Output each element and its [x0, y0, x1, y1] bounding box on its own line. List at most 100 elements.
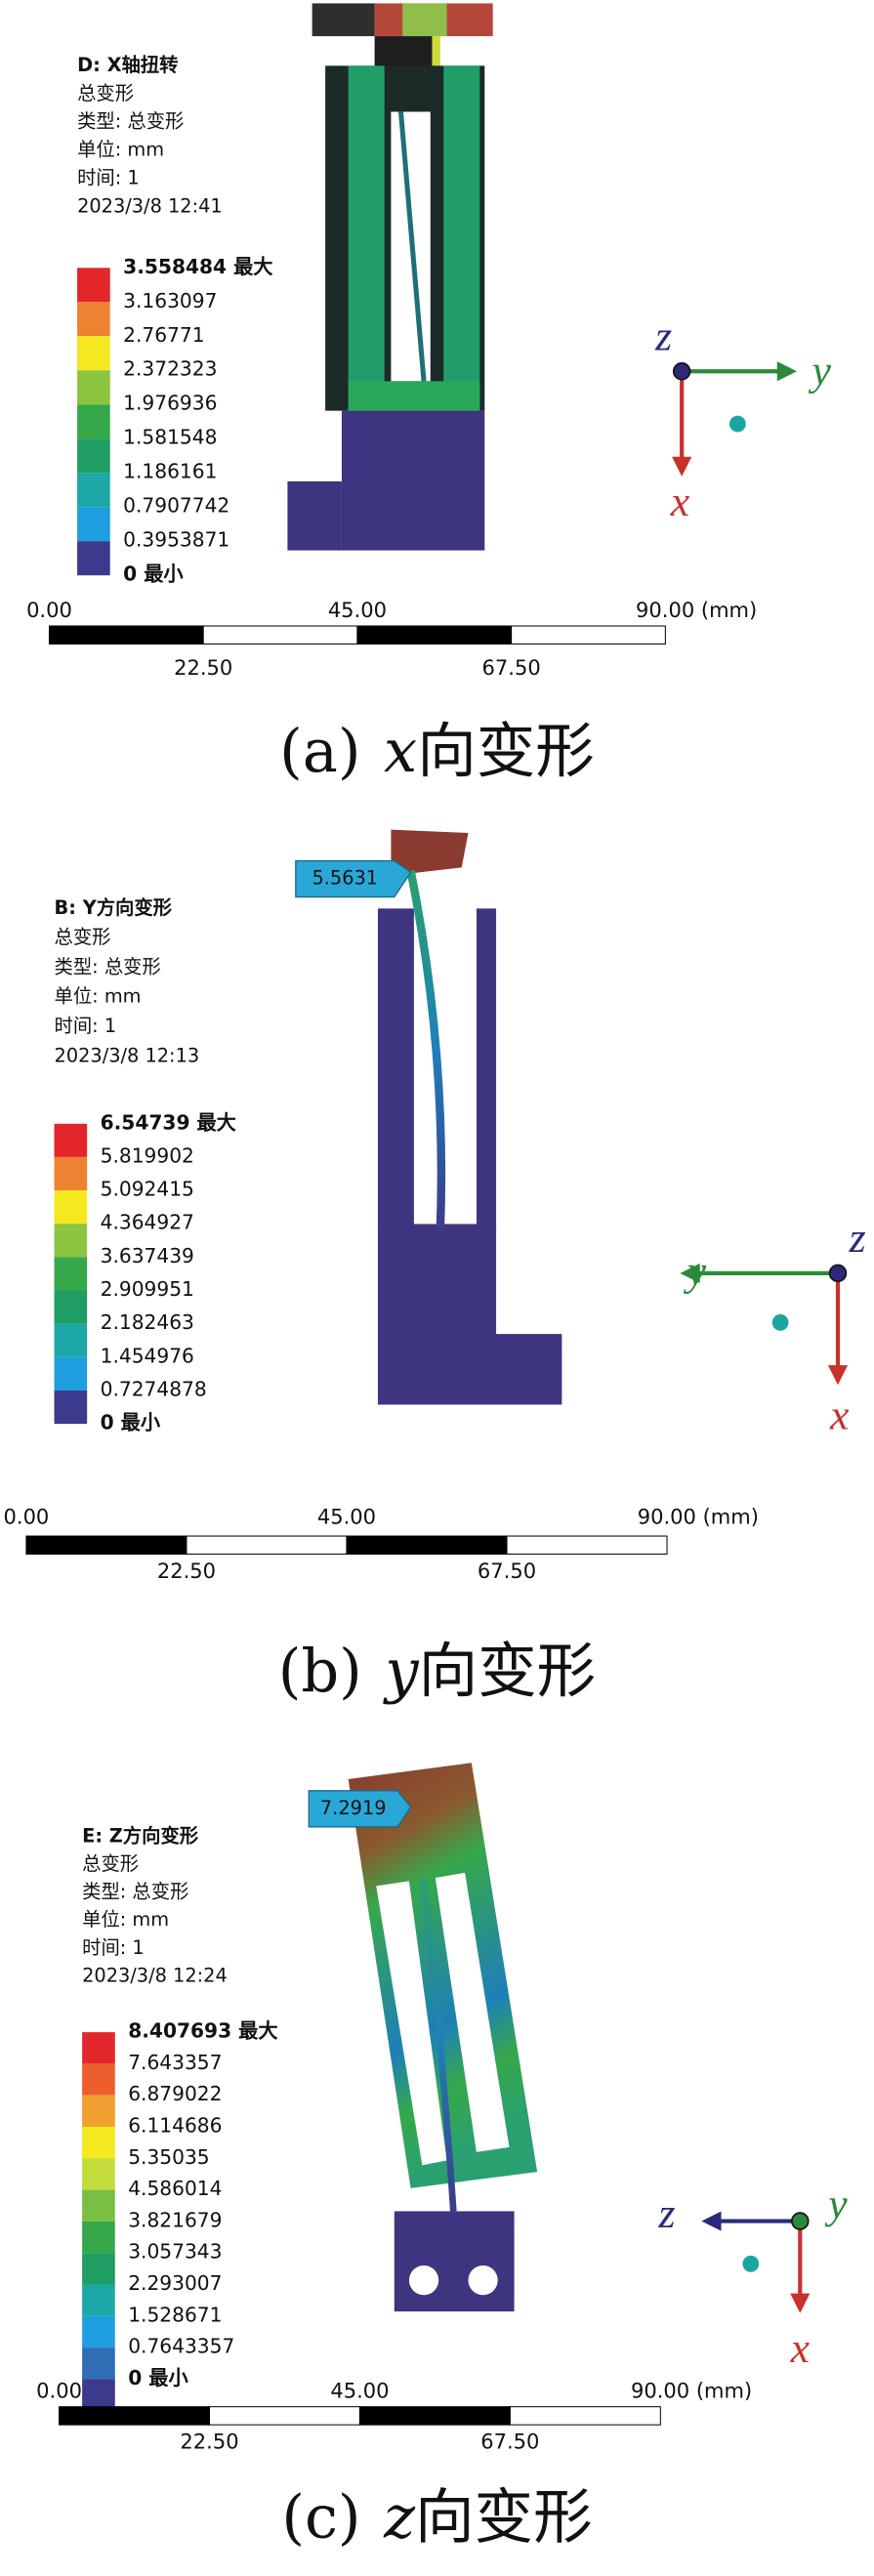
legend-swatch	[82, 2253, 115, 2285]
legend-label: 0.7643357	[128, 2335, 234, 2358]
model-a	[287, 3, 493, 551]
legend-label: 3.637439	[101, 1244, 194, 1267]
legend-label: 4.364927	[101, 1211, 194, 1234]
model-part	[406, 869, 446, 1229]
caption-label: (c)	[281, 2483, 360, 2552]
triad-label: z	[654, 312, 672, 359]
model-part	[435, 1872, 510, 2152]
legend-label: 0 最小	[123, 562, 184, 586]
triad-sphere	[771, 1313, 789, 1331]
scale-label: 0.00	[26, 598, 72, 622]
scale-segment	[509, 2406, 661, 2426]
probe-box	[308, 1790, 412, 1828]
triad-arrowhead	[672, 456, 692, 477]
legend-swatch	[54, 1190, 88, 1225]
triad-label: x	[670, 478, 690, 525]
legend-swatch	[77, 507, 110, 542]
legend-label: 0.3953871	[123, 528, 229, 552]
probe-label: 5.5631	[312, 867, 378, 890]
legend-label: 1.581548	[123, 426, 217, 449]
scale-label: 45.00	[328, 598, 387, 622]
legend-label: 2.909951	[101, 1277, 194, 1301]
scale-segment	[346, 1535, 508, 1556]
scale-label: 22.50	[174, 655, 232, 680]
scale-label: 67.50	[482, 655, 541, 680]
triad-origin	[672, 362, 691, 381]
triad-label: y	[824, 2181, 848, 2227]
scale-label: 45.00	[317, 1505, 376, 1529]
legend-swatch	[77, 541, 110, 576]
legend-label: 2.372323	[123, 357, 217, 381]
scale-label: 90.00 (mm)	[631, 2379, 752, 2403]
legend-label: 5.819902	[101, 1143, 194, 1167]
legend-swatch	[82, 2032, 115, 2064]
legend-label: 0 最小	[128, 2366, 188, 2389]
legend-swatch	[82, 2063, 115, 2096]
model-part	[348, 65, 385, 411]
scale-segment	[356, 625, 513, 645]
legend-label: 1.976936	[123, 392, 217, 415]
legend-swatch	[82, 2315, 115, 2348]
caption-axis: z	[383, 2483, 416, 2552]
model-part	[312, 3, 375, 37]
legend-swatch	[77, 473, 110, 508]
scale-segment	[59, 2406, 211, 2426]
scale-label: 22.50	[157, 1558, 216, 1583]
model-part	[341, 410, 485, 551]
info-line: 2023/3/8 12:24	[82, 1964, 228, 1986]
probe-label: 7.2919	[320, 1797, 387, 1819]
legend-swatch	[54, 1356, 88, 1391]
legend-label: 3.558484 最大	[123, 255, 272, 278]
caption-label: (a)	[279, 717, 360, 785]
legend-label: 6.114686	[128, 2113, 222, 2137]
triad-label: z	[849, 1215, 866, 1262]
legend-label: 8.407693 最大	[128, 2019, 277, 2043]
legend-label: 7.643357	[128, 2051, 222, 2074]
legend-swatch	[54, 1123, 88, 1157]
scale-segment	[511, 625, 666, 645]
scale-segment	[48, 625, 204, 645]
legend-label: 6.54739 最大	[101, 1110, 236, 1134]
triad-label: y	[684, 1248, 707, 1295]
info-line: 类型: 总变形	[82, 1881, 188, 1903]
triad-sphere	[728, 415, 746, 433]
legend-label: 0 最小	[101, 1411, 161, 1434]
legend-label: 2.182463	[101, 1310, 194, 1334]
info-line: 类型: 总变形	[77, 110, 184, 133]
panel-title: E: Z方向变形	[82, 1824, 199, 1847]
triad-arrowhead	[680, 1263, 700, 1283]
scale-label: 0.00	[4, 1505, 50, 1529]
scale-segment	[25, 1535, 187, 1556]
model-part	[377, 908, 414, 1229]
scale-label: 45.00	[330, 2379, 389, 2403]
scale-segment	[202, 625, 358, 645]
model-c	[308, 1763, 538, 2312]
caption: (a) x向变形	[279, 717, 595, 785]
scale-segment	[506, 1535, 668, 1556]
model-part	[443, 65, 480, 411]
model-part	[408, 2264, 439, 2296]
legend-swatch	[82, 2347, 115, 2380]
info-line: 单位: mm	[55, 985, 142, 1008]
triad-arrowhead	[701, 2211, 722, 2231]
model-part	[419, 1875, 457, 2212]
legend-swatch	[82, 2158, 115, 2190]
caption-text: 向变形	[419, 1638, 597, 1706]
model-b	[295, 829, 562, 1405]
info-line: 总变形	[77, 82, 134, 104]
model-part	[492, 1334, 562, 1405]
model-part	[468, 2264, 498, 2296]
info-line: 单位: mm	[82, 1908, 169, 1931]
caption-text: 向变形	[417, 717, 595, 785]
model-part	[394, 2211, 515, 2312]
model-part	[376, 1881, 447, 2166]
scale-label: 67.50	[480, 2430, 539, 2454]
legend-swatch	[77, 404, 110, 439]
legend-swatch	[77, 370, 110, 405]
legend-label: 5.35035	[128, 2145, 209, 2169]
legend-label: 0.7274878	[101, 1377, 207, 1400]
model-part	[391, 829, 469, 876]
legend-swatch	[82, 2379, 115, 2411]
legend-label: 4.586014	[128, 2177, 222, 2200]
